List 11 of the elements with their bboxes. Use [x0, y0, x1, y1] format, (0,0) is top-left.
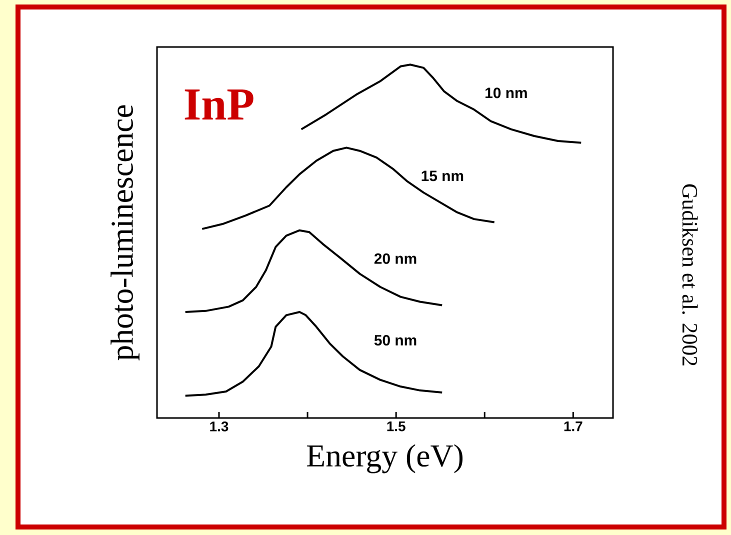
text: Gudiksen et al. 2002 — [682, 184, 698, 366]
x-tick-label: 1.3 — [210, 421, 228, 432]
y-axis-title: photo-luminescence — [110, 105, 140, 360]
series-label: 20 nm — [374, 253, 416, 264]
annotation: InP — [184, 89, 254, 120]
x-axis-title: Energy (eV) — [307, 444, 463, 474]
x-tick-label: 1.7 — [564, 422, 582, 432]
series-label: 50 nm — [374, 334, 416, 346]
series-label: 15 nm — [422, 170, 464, 182]
series-label: 10 nm — [486, 88, 527, 98]
x-tick-label: 1.5 — [387, 422, 406, 432]
